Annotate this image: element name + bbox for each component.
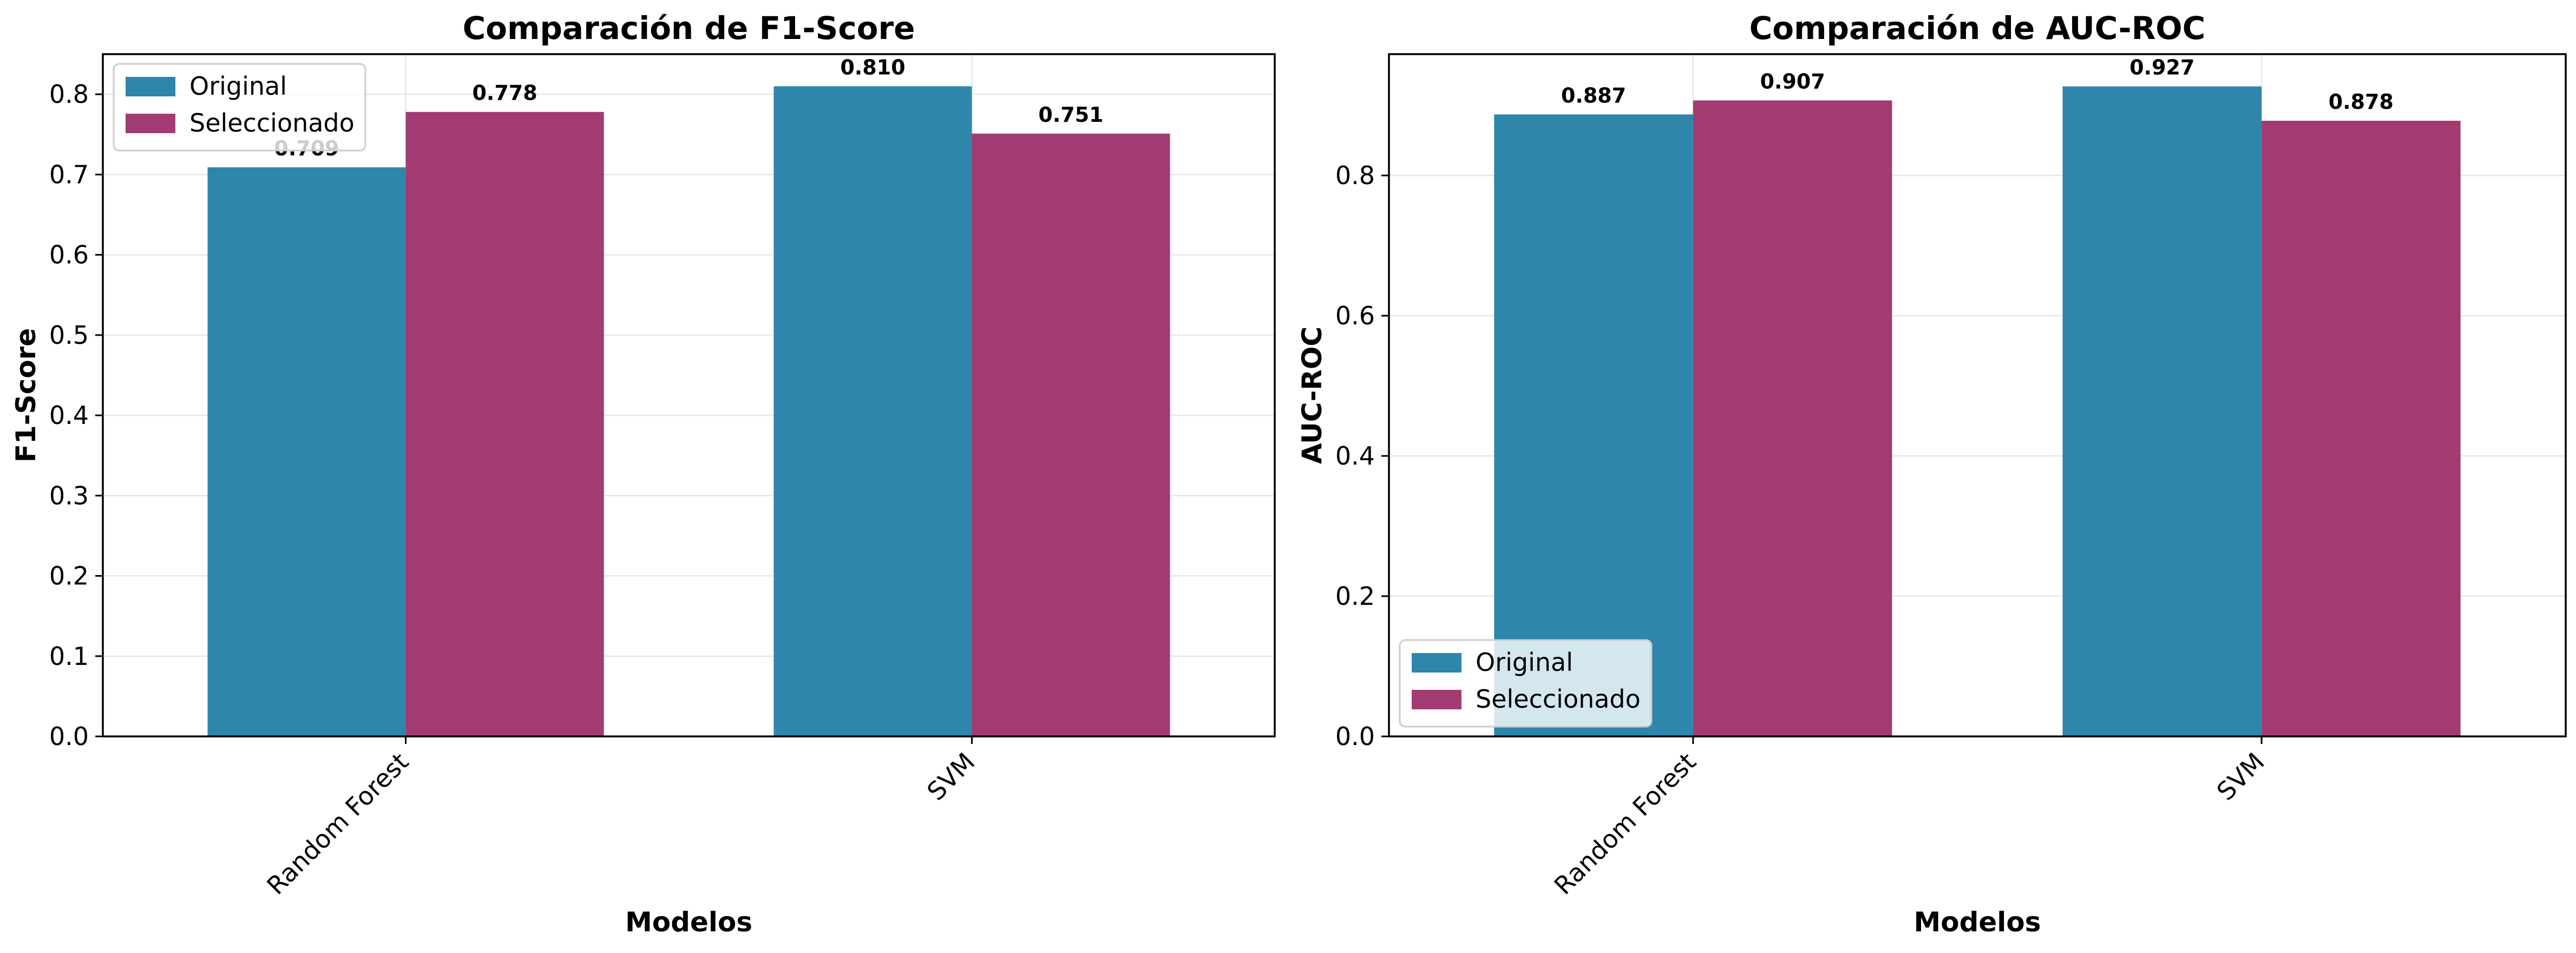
y-tick-label: 0.2 xyxy=(1335,582,1375,611)
y-tick-label: 0.7 xyxy=(49,160,89,189)
x-tick-label: Random Forest xyxy=(261,747,414,900)
chart-title: Comparación de F1-Score xyxy=(463,10,915,47)
bar-original-svm xyxy=(2062,86,2262,736)
y-tick-label: 0.6 xyxy=(49,240,89,270)
y-tick-label: 0.4 xyxy=(49,401,89,430)
bar-original-random-forest xyxy=(1494,114,1693,736)
legend: Original Seleccionado xyxy=(113,63,366,152)
bar-seleccionado-svm xyxy=(972,133,1170,737)
y-tick-label: 0.0 xyxy=(1335,722,1375,751)
data-label: 0.927 xyxy=(2129,56,2194,80)
data-label: 0.810 xyxy=(840,55,905,79)
data-label: 0.907 xyxy=(1760,69,1825,93)
chart-panel-1: 0.7090.8100.7780.7510.00.10.20.30.40.50.… xyxy=(10,10,1276,938)
y-axis-label: F1-Score xyxy=(10,328,42,462)
legend-swatch-seleccionado xyxy=(126,114,175,133)
bar-original-svm xyxy=(774,86,972,737)
y-axis-label: AUC-ROC xyxy=(1296,327,1328,464)
y-tick-label: 0.0 xyxy=(49,722,89,751)
y-tick-label: 0.8 xyxy=(49,80,89,109)
data-label: 0.878 xyxy=(2329,90,2394,114)
x-axis-label: Modelos xyxy=(1913,906,2041,938)
legend-swatch-seleccionado xyxy=(1412,690,1461,709)
data-label: 0.751 xyxy=(1038,103,1103,127)
y-tick-label: 0.6 xyxy=(1335,301,1375,330)
bar-seleccionado-random-forest xyxy=(1693,100,1892,736)
y-tick-label: 0.5 xyxy=(49,321,89,350)
legend-label: Original xyxy=(1476,648,1573,677)
plot-frame xyxy=(102,53,1276,737)
legend-label: Seleccionado xyxy=(1476,684,1641,714)
data-label: 0.778 xyxy=(472,81,537,105)
legend-box xyxy=(1399,639,1653,728)
x-tick-label: Random Forest xyxy=(1549,747,1702,900)
x-tick-label: SVM xyxy=(2211,747,2270,806)
chart-panel-2: 0.887 0.927 0.907 0.878 0.0 0.2 0.4 0.6 0.8 Rando… xyxy=(1296,10,2567,938)
legend: Original Seleccionado xyxy=(1399,639,1653,728)
y-tick-label: 0.1 xyxy=(49,642,89,671)
legend-swatch-original xyxy=(1412,653,1461,673)
x-tick-label: SVM xyxy=(921,747,980,806)
legend-swatch-original xyxy=(126,77,175,96)
x-axis-label: Modelos xyxy=(625,906,752,938)
plot-frame xyxy=(1388,53,2567,737)
legend-label: Seleccionado xyxy=(189,108,355,138)
y-tick-label: 0.3 xyxy=(49,481,89,510)
chart-title: Comparación de AUC-ROC xyxy=(1749,10,2206,47)
y-tick-label: 0.2 xyxy=(49,562,89,591)
bar-seleccionado-random-forest xyxy=(405,112,604,737)
legend-box xyxy=(113,63,366,152)
data-label: 0.887 xyxy=(1561,83,1626,107)
bar-original-random-forest xyxy=(207,167,406,737)
legend-label: Original xyxy=(189,71,287,101)
y-tick-label: 0.4 xyxy=(1335,441,1375,471)
y-tick-label: 0.8 xyxy=(1335,161,1375,190)
bar-seleccionado-svm xyxy=(2262,121,2461,736)
